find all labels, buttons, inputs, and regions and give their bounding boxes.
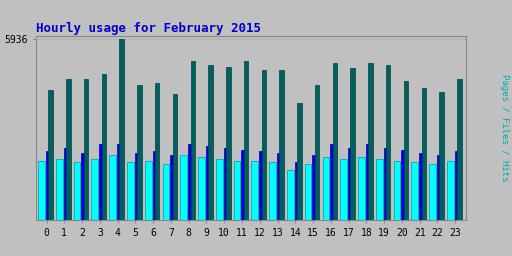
Text: Hourly usage for February 2015: Hourly usage for February 2015	[36, 22, 261, 35]
Bar	[262, 70, 266, 220]
Bar	[46, 152, 49, 220]
Bar	[439, 92, 444, 220]
Bar	[340, 159, 347, 220]
Bar	[153, 152, 155, 220]
Bar	[429, 164, 436, 220]
Bar	[99, 144, 102, 220]
Bar	[401, 150, 404, 220]
Bar	[188, 144, 191, 220]
Bar	[358, 157, 365, 220]
Bar	[330, 144, 333, 220]
Bar	[84, 79, 89, 220]
Bar	[351, 68, 355, 220]
Bar	[155, 83, 159, 220]
Bar	[411, 162, 418, 220]
Bar	[206, 146, 208, 220]
Bar	[241, 150, 244, 220]
Bar	[315, 85, 319, 220]
Bar	[280, 70, 284, 220]
Bar	[135, 153, 137, 220]
Bar	[48, 90, 53, 220]
Bar	[63, 148, 67, 220]
Bar	[145, 161, 152, 220]
Bar	[109, 155, 116, 220]
Bar	[437, 155, 439, 220]
Bar	[366, 144, 369, 220]
Bar	[333, 63, 337, 220]
Bar	[447, 161, 454, 220]
Bar	[455, 152, 457, 220]
Bar	[421, 88, 426, 220]
Bar	[297, 103, 302, 220]
Bar	[117, 144, 120, 220]
Bar	[386, 65, 391, 220]
Bar	[368, 63, 373, 220]
Bar	[137, 85, 142, 220]
Bar	[383, 148, 386, 220]
Bar	[457, 79, 461, 220]
Bar	[224, 148, 226, 220]
Bar	[190, 61, 195, 220]
Bar	[323, 157, 329, 220]
Bar	[127, 162, 134, 220]
Bar	[198, 157, 205, 220]
Bar	[102, 74, 106, 220]
Bar	[394, 161, 400, 220]
Bar	[170, 155, 173, 220]
Bar	[81, 153, 84, 220]
Bar	[180, 155, 187, 220]
Bar	[287, 169, 294, 220]
Bar	[419, 153, 422, 220]
Bar	[66, 79, 71, 220]
Bar	[376, 159, 382, 220]
Bar	[233, 161, 241, 220]
Bar	[348, 148, 351, 220]
Bar	[305, 164, 311, 220]
Bar	[312, 155, 315, 220]
Bar	[295, 162, 297, 220]
Bar	[162, 164, 169, 220]
Bar	[259, 152, 262, 220]
Bar	[269, 162, 276, 220]
Bar	[56, 159, 62, 220]
Bar	[119, 39, 124, 220]
Bar	[404, 81, 408, 220]
Bar	[173, 94, 177, 220]
Bar	[216, 159, 223, 220]
Bar	[38, 161, 45, 220]
Bar	[277, 153, 280, 220]
Bar	[208, 65, 213, 220]
Bar	[92, 159, 98, 220]
Bar	[74, 162, 80, 220]
Text: Pages / Files / Hits: Pages / Files / Hits	[500, 74, 509, 182]
Bar	[251, 161, 258, 220]
Bar	[226, 67, 230, 220]
Bar	[244, 61, 248, 220]
